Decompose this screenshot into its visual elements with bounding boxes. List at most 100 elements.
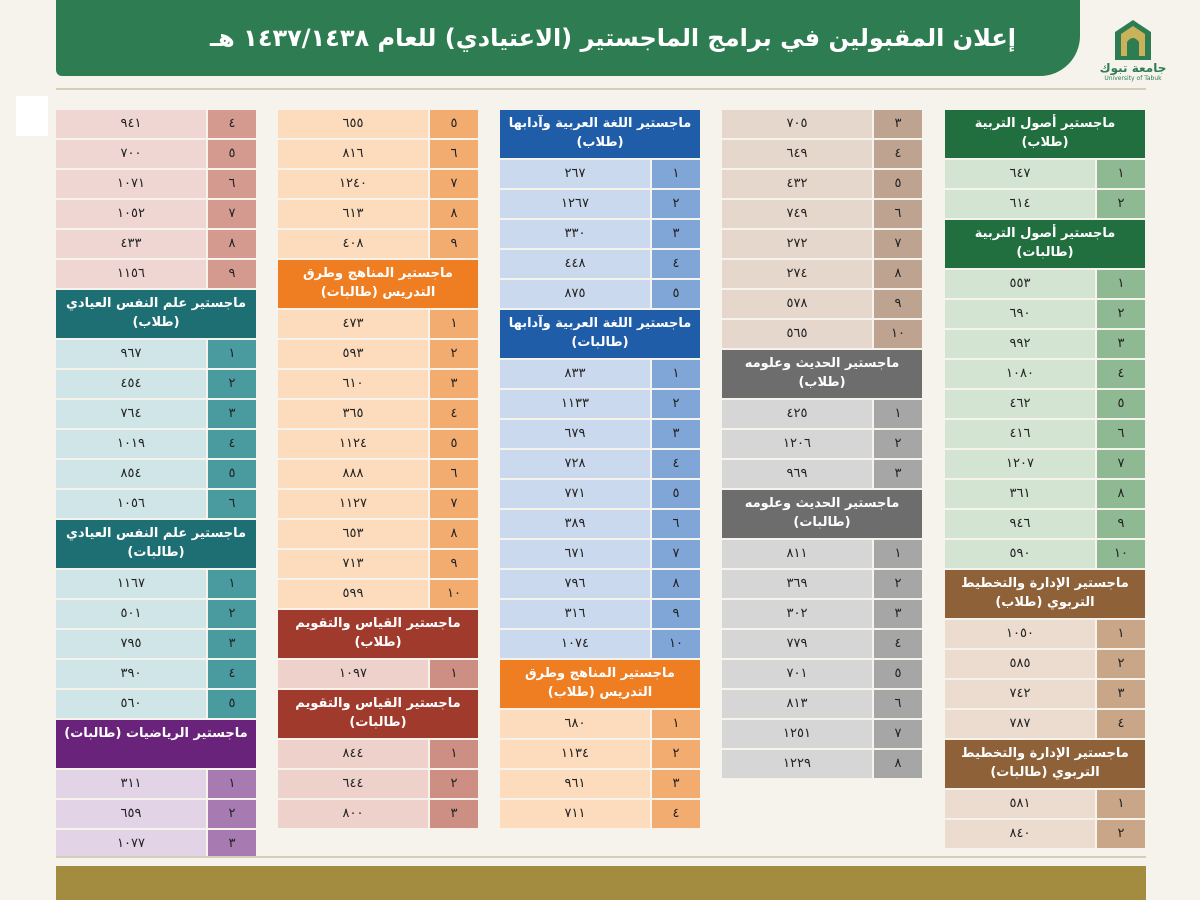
- university-crest-icon: [1115, 20, 1151, 60]
- table-row: ٣٦٥ ٤: [278, 400, 478, 428]
- table-row: ٦١٠ ٣: [278, 370, 478, 398]
- applicant-number: ١٢٦٧: [500, 190, 650, 218]
- applicant-number: ٥٠١: [56, 600, 206, 628]
- table-row: ١١٢٧ ٧: [278, 490, 478, 518]
- row-index: ٨: [1097, 480, 1145, 508]
- row-index: ٣: [652, 770, 700, 798]
- row-index: ٣: [874, 110, 922, 138]
- row-index: ٩: [874, 290, 922, 318]
- table-row: ٣٩٠ ٤: [56, 660, 256, 688]
- row-index: ٦: [208, 490, 256, 518]
- table-row: ٥٦٠ ٥: [56, 690, 256, 718]
- row-index: ١: [430, 660, 478, 688]
- row-index: ١: [430, 310, 478, 338]
- applicant-number: ٤٣٣: [56, 230, 206, 258]
- program-header: ماجستير اللغة العربية وآدابها (طالبات): [500, 310, 700, 358]
- table-row: ٤٧٣ ١: [278, 310, 478, 338]
- row-index: ٣: [208, 630, 256, 658]
- applicant-number: ٦٥٣: [278, 520, 428, 548]
- row-index: ١: [652, 160, 700, 188]
- table-row: ٨٨٨ ٦: [278, 460, 478, 488]
- applicant-number: ٣١١: [56, 770, 206, 798]
- row-index: ٣: [874, 600, 922, 628]
- row-index: ٨: [430, 200, 478, 228]
- table-row: ٦٤٩ ٤: [722, 140, 922, 168]
- row-index: ٣: [652, 420, 700, 448]
- table-row: ٨٤٠ ٢: [945, 820, 1145, 848]
- applicant-number: ١٠٧٤: [500, 630, 650, 658]
- applicant-number: ٦١٣: [278, 200, 428, 228]
- applicant-number: ١٢٠٧: [945, 450, 1095, 478]
- table-row: ٩٦١ ٣: [500, 770, 700, 798]
- row-index: ٥: [874, 660, 922, 688]
- applicant-number: ٣٠٢: [722, 600, 872, 628]
- applicant-number: ٦٩٠: [945, 300, 1095, 328]
- footer-bar: [56, 866, 1146, 900]
- applicant-number: ٤٠٨: [278, 230, 428, 258]
- applicant-number: ١٠٥٠: [945, 620, 1095, 648]
- applicant-number: ٣٦١: [945, 480, 1095, 508]
- applicant-number: ٦٤٧: [945, 160, 1095, 188]
- table-row: ٤٠٨ ٩: [278, 230, 478, 258]
- row-index: ٩: [430, 550, 478, 578]
- top-divider: [56, 88, 1146, 90]
- applicant-number: ٥٩٠: [945, 540, 1095, 568]
- applicant-number: ٨٥٤: [56, 460, 206, 488]
- table-row: ١٠٧١ ٦: [56, 170, 256, 198]
- row-index: ٢: [652, 190, 700, 218]
- applicant-number: ٤٤٨: [500, 250, 650, 278]
- table-row: ١٠١٩ ٤: [56, 430, 256, 458]
- applicant-number: ٨٤٤: [278, 740, 428, 768]
- table-row: ٦٥٣ ٨: [278, 520, 478, 548]
- applicant-number: ٦٧٩: [500, 420, 650, 448]
- table-row: ١٢٥١ ٧: [722, 720, 922, 748]
- table-row: ٤١٦ ٦: [945, 420, 1145, 448]
- table-row: ٤٢٥ ١: [722, 400, 922, 428]
- applicant-number: ٨١١: [722, 540, 872, 568]
- row-index: ٤: [652, 250, 700, 278]
- applicant-number: ١٠٥٢: [56, 200, 206, 228]
- row-index: ٢: [652, 740, 700, 768]
- row-index: ٥: [208, 140, 256, 168]
- table-row: ٢٦٧ ١: [500, 160, 700, 188]
- row-index: ٧: [652, 540, 700, 568]
- row-index: ١: [874, 400, 922, 428]
- row-index: ٣: [1097, 330, 1145, 358]
- table-row: ١٠٧٤ ١٠: [500, 630, 700, 658]
- row-index: ٧: [430, 490, 478, 518]
- table-row: ٤٦٢ ٥: [945, 390, 1145, 418]
- table-row: ٨١٦ ٦: [278, 140, 478, 168]
- program-header: ماجستير المناهج وطرق التدريس (طالبات): [278, 260, 478, 308]
- applicant-number: ١١٣٤: [500, 740, 650, 768]
- row-index: ٦: [430, 140, 478, 168]
- table-row: ٩٦٧ ١: [56, 340, 256, 368]
- applicant-number: ١١٣٣: [500, 390, 650, 418]
- applicant-number: ٨٠٠: [278, 800, 428, 828]
- table-row: ٨٧٥ ٥: [500, 280, 700, 308]
- applicant-number: ١٢٢٩: [722, 750, 872, 778]
- program-header: ماجستير المناهج وطرق التدريس (طلاب): [500, 660, 700, 708]
- table-row: ٥٧٨ ٩: [722, 290, 922, 318]
- table-row: ٩٤٦ ٩: [945, 510, 1145, 538]
- applicant-number: ١٢٠٦: [722, 430, 872, 458]
- table-row: ٩٤١ ٤: [56, 110, 256, 138]
- results-column-2: ٦٥٥ ٥ ٨١٦ ٦ ١٢٤٠ ٧ ٦١٣ ٨ ٤٠٨ ٩ ماجستير المناهج وطر…: [278, 110, 478, 830]
- logo-name-ar: جامعة تبوك: [1099, 61, 1167, 75]
- row-index: ٩: [208, 260, 256, 288]
- applicant-number: ١١٢٤: [278, 430, 428, 458]
- table-row: ٥٨٥ ٢: [945, 650, 1145, 678]
- applicant-number: ٦١٠: [278, 370, 428, 398]
- program-header: ماجستير الحديث وعلومه (طالبات): [722, 490, 922, 538]
- results-column-5: ماجستير أصول التربية (طلاب) ٦٤٧ ١ ٦١٤ ٢ ماجست…: [945, 110, 1145, 850]
- applicant-number: ١٠٩٧: [278, 660, 428, 688]
- table-row: ١٠٥٠ ١: [945, 620, 1145, 648]
- table-row: ٨١٣ ٦: [722, 690, 922, 718]
- table-row: ٦٥٩ ٢: [56, 800, 256, 828]
- row-index: ٣: [208, 400, 256, 428]
- row-index: ١: [208, 340, 256, 368]
- table-row: ٥٨١ ١: [945, 790, 1145, 818]
- row-index: ٦: [1097, 420, 1145, 448]
- row-index: ٣: [430, 800, 478, 828]
- applicant-number: ٨١٣: [722, 690, 872, 718]
- row-index: ١٠: [874, 320, 922, 348]
